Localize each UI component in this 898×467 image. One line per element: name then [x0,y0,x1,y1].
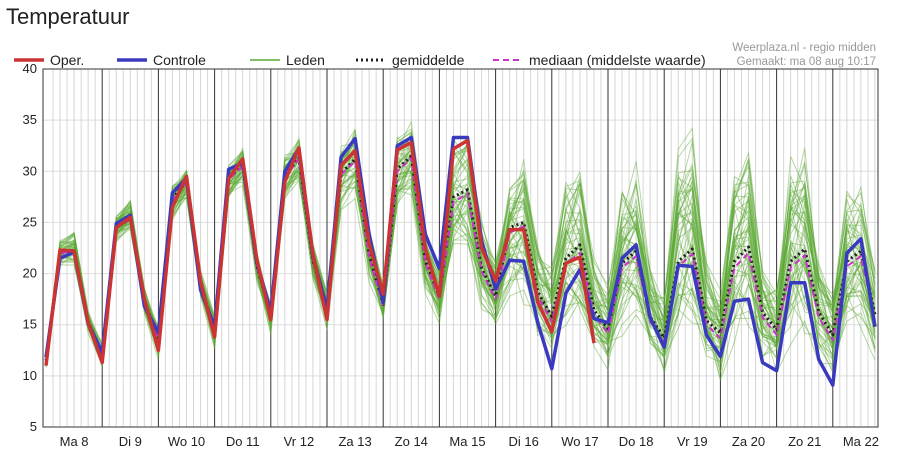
y-tick-label: 10 [23,368,37,383]
ensemble-member-line [45,158,876,364]
ensemble-member-line [45,159,876,374]
ensemble-member-line [45,132,876,356]
ensemble-member-line [45,173,876,368]
legend-label: mediaan (middelste waarde) [529,52,706,68]
ensemble-member-line [45,169,876,371]
x-day-label: Do 11 [226,434,260,449]
source-label: Weerplaza.nl - regio midden [732,42,876,54]
ensemble-member-line [45,139,876,355]
ensemble-member-line [45,158,876,363]
ensemble-member-line [45,163,876,364]
ensemble-member-line [45,165,876,364]
series-lines [44,135,877,387]
ensemble-member-line [45,169,876,373]
ensemble-member-line [45,170,876,365]
y-tick-label: 30 [23,163,37,178]
ensemble-member-line [45,173,876,381]
legend-label: Leden [286,52,325,68]
plot-frame [42,68,879,428]
x-day-label: Di 9 [119,434,142,449]
y-tick-label: 20 [23,266,37,281]
y-tick-label: 35 [23,112,37,127]
legend: Oper. Controle Leden gemiddelde mediaan (mid… [14,52,706,68]
y-tick-label: 25 [23,214,37,229]
ensemble-member-line [45,162,876,375]
x-day-label: Di 16 [509,434,539,449]
ensemble-member-line [45,130,876,353]
legend-label: Controle [153,52,206,68]
ensemble-member-line [45,160,876,368]
page-title: Temperatuur [6,4,130,29]
x-day-label: Ma 22 [843,434,879,449]
generated-label: Gemaakt: ma 08 aug 10:17 [737,56,876,68]
x-day-label: Ma 15 [449,434,485,449]
ensemble-member-line [45,121,876,358]
ensemble-member-line [45,157,876,363]
ensemble-members [45,121,876,381]
x-day-label: Za 20 [732,434,765,449]
ensemble-member-line [45,129,876,358]
ensemble-member-line [45,144,876,359]
ensemble-member-line [45,144,876,355]
x-day-label: Zo 14 [395,434,428,449]
ensemble-member-line [45,158,876,363]
series-line-dashed-magenta [45,157,876,361]
x-day-label: Ma 8 [60,434,89,449]
axes: 5 10 15 20 25 30 35 40 Ma 8 Di 9 Wo 10 Do 11 Vr 12 Za… [23,61,879,449]
x-day-label: Vr 19 [677,434,708,449]
ensemble-member-line [45,159,876,369]
x-day-label: Zo 21 [788,434,821,449]
x-day-label: Do 18 [619,434,654,449]
ensemble-member-line [45,148,876,360]
x-day-label: Wo 17 [561,434,598,449]
ensemble-member-line [45,127,876,352]
x-day-label: Za 13 [338,434,371,449]
legend-label: Oper. [50,52,84,68]
ensemble-member-line [45,142,876,361]
ensemble-member-line [45,152,876,366]
legend-label: gemiddelde [392,52,465,68]
y-tick-label: 40 [23,61,37,76]
ensemble-member-line [45,172,876,363]
grid [43,68,878,428]
x-day-label: Wo 10 [168,434,205,449]
ensemble-member-line [45,158,876,363]
ensemble-member-line [45,159,876,364]
series-line-solid-red [44,138,596,366]
y-tick-label: 15 [23,317,37,332]
x-day-label: Vr 12 [284,434,315,449]
ensemble-member-line [45,156,876,365]
ensemble-member-line [45,151,876,364]
y-tick-label: 5 [30,419,37,434]
ensemble-member-line [45,144,876,360]
ensemble-member-line [45,147,876,359]
ensemble-member-line [45,174,876,380]
